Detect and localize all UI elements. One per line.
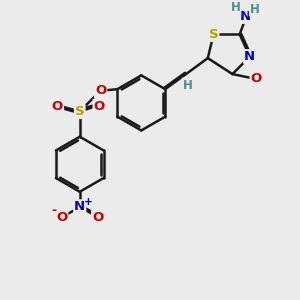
Text: O: O	[56, 211, 68, 224]
Text: N: N	[74, 200, 85, 213]
Text: +: +	[83, 197, 92, 207]
Text: O: O	[92, 211, 103, 224]
Text: H: H	[230, 1, 240, 14]
Text: -: -	[51, 204, 56, 217]
Text: O: O	[52, 100, 63, 113]
Text: N: N	[240, 10, 251, 23]
Text: S: S	[75, 105, 85, 118]
Text: H: H	[250, 3, 260, 16]
Text: N: N	[244, 50, 255, 63]
Text: S: S	[209, 28, 218, 41]
Text: O: O	[250, 72, 262, 85]
Text: O: O	[94, 100, 105, 113]
Text: O: O	[95, 84, 106, 97]
Text: H: H	[182, 79, 192, 92]
